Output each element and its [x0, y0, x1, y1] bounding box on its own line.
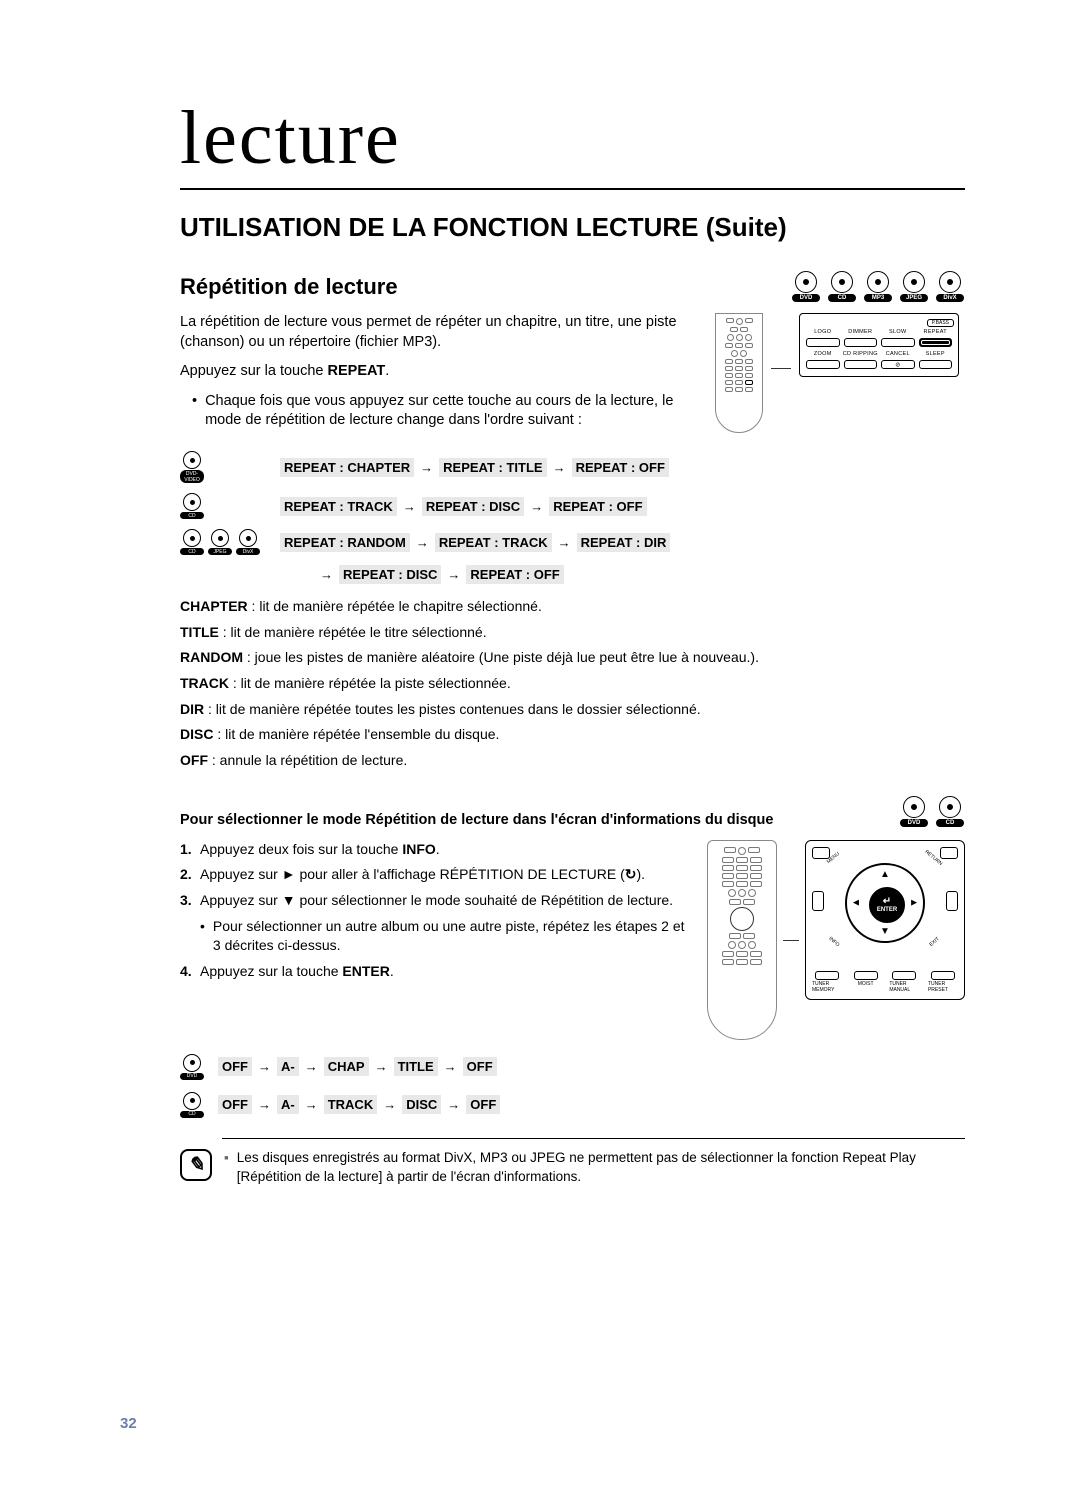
definition-chapter: CHAPTER : lit de manière répétée le chap… [180, 596, 965, 618]
subsection-title: Répétition de lecture [180, 274, 398, 300]
intro-paragraph: La répétition de lecture vous permet de … [180, 313, 701, 352]
step: 3.Appuyez sur ▼ pour sélectionner le mod… [180, 891, 693, 911]
instruction-bullet: Chaque fois que vous appuyez sur cette t… [192, 392, 701, 431]
disc-badges: DVDCDMP3JPEGDivX [791, 271, 965, 303]
step-sub: Pour sélectionner un autre album ou une … [200, 917, 693, 956]
disc-badge-dvd-video: DVD-VIDEO [180, 451, 204, 483]
definition-off: OFF : annule la répétition de lecture. [180, 750, 965, 772]
note-icon: ✎ [180, 1149, 212, 1181]
step: 1.Appuyez deux fois sur la touche INFO. [180, 840, 693, 860]
disc-badge-divx: DivX [935, 271, 965, 303]
disc-badge-divx: DivX [236, 529, 260, 555]
disc-badge-cd: CD [180, 1092, 204, 1118]
disc-badge-dvd: DVD [791, 271, 821, 303]
disc-badge-cd: CD [180, 529, 204, 555]
disc-badges-2: DVDCD [899, 796, 965, 828]
disc-badge-cd: CD [180, 493, 204, 519]
disc-badge-jpeg: JPEG [899, 271, 929, 303]
callout-panel-enter: MENURETURN▲▼◄►↵ENTERINFOEXITTUNER MEMORY… [805, 840, 965, 1000]
callout-panel-repeat: P.BASSLOGODIMMERSLOWREPEATZOOMCD RIPPING… [799, 313, 959, 377]
chapter-title: lecture [180, 95, 965, 182]
disc-badge-dvd: DVD [180, 1054, 204, 1080]
step: 2.Appuyez sur ► pour aller à l'affichage… [180, 865, 693, 885]
remote-thumbnail [715, 313, 763, 433]
repeat-sequence: CDREPEAT : TRACK→REPEAT : DISC→REPEAT : … [180, 493, 965, 519]
disc-badge-cd: CD [827, 271, 857, 303]
repeat-sequence-cont: →REPEAT : DISC→REPEAT : OFF [180, 565, 965, 584]
repeat-sequence: DVD-VIDEOREPEAT : CHAPTER→REPEAT : TITLE… [180, 451, 965, 483]
disc-badge-mp3: MP3 [863, 271, 893, 303]
rule-top [180, 188, 965, 190]
step: 4.Appuyez sur la touche ENTER. [180, 962, 693, 982]
subsection2-title: Pour sélectionner le mode Répétition de … [180, 812, 889, 828]
definition-track: TRACK : lit de manière répétée la piste … [180, 673, 965, 695]
page-number: 32 [120, 1415, 137, 1432]
disc-badge-dvd: DVD [899, 796, 929, 828]
definition-random: RANDOM : joue les pistes de manière aléa… [180, 647, 965, 669]
repeat-sequence-info: DVDOFF→A-→CHAP→TITLE→OFF [180, 1054, 965, 1080]
note-rule [222, 1138, 965, 1139]
repeat-sequence: CDJPEGDivXREPEAT : RANDOM→REPEAT : TRACK… [180, 529, 965, 555]
definition-dir: DIR : lit de manière répétée toutes les … [180, 699, 965, 721]
steps-list: 1.Appuyez deux fois sur la touche INFO. 2… [180, 840, 693, 1040]
repeat-sequence-info: CDOFF→A-→TRACK→DISC→OFF [180, 1092, 965, 1118]
disc-badge-jpeg: JPEG [208, 529, 232, 555]
definitions: CHAPTER : lit de manière répétée le chap… [180, 596, 965, 772]
remote-thumbnail-large [707, 840, 777, 1040]
disc-badge-cd: CD [935, 796, 965, 828]
definition-disc: DISC : lit de manière répétée l'ensemble… [180, 724, 965, 746]
note-text: ▪ Les disques enregistrés au format DivX… [224, 1149, 965, 1187]
instruction-line: Appuyez sur la touche REPEAT. [180, 362, 701, 382]
section-title: UTILISATION DE LA FONCTION LECTURE (Suit… [180, 212, 965, 243]
definition-title: TITLE : lit de manière répétée le titre … [180, 622, 965, 644]
